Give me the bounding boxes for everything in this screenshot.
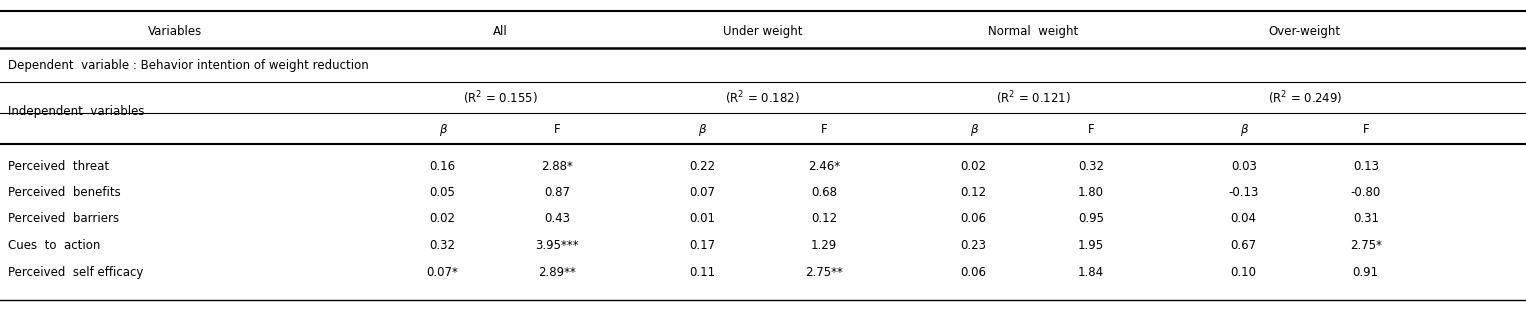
- Text: 1.95: 1.95: [1077, 239, 1105, 252]
- Text: F: F: [1363, 123, 1369, 136]
- Text: 0.87: 0.87: [543, 186, 571, 199]
- Text: 0.23: 0.23: [960, 239, 987, 252]
- Text: 0.05: 0.05: [430, 186, 455, 199]
- Text: 0.32: 0.32: [429, 239, 456, 252]
- Text: 2.88*: 2.88*: [542, 160, 572, 173]
- Text: 0.67: 0.67: [1230, 239, 1257, 252]
- Text: 2.75*: 2.75*: [1351, 239, 1381, 252]
- Text: 0.02: 0.02: [429, 212, 456, 226]
- Text: Independent  variables: Independent variables: [8, 105, 143, 117]
- Text: 0.32: 0.32: [1077, 160, 1105, 173]
- Text: 0.06: 0.06: [960, 266, 987, 279]
- Text: 0.03: 0.03: [1231, 160, 1256, 173]
- Text: Perceived  threat: Perceived threat: [8, 160, 108, 173]
- Text: 2.75**: 2.75**: [806, 266, 842, 279]
- Text: β: β: [971, 123, 977, 136]
- Text: (R$^2$ = 0.155): (R$^2$ = 0.155): [462, 90, 539, 107]
- Text: 2.89**: 2.89**: [539, 266, 575, 279]
- Text: 0.22: 0.22: [688, 160, 716, 173]
- Text: 0.10: 0.10: [1230, 266, 1257, 279]
- Text: Perceived  self efficacy: Perceived self efficacy: [8, 266, 143, 279]
- Text: 0.13: 0.13: [1352, 160, 1380, 173]
- Text: 1.84: 1.84: [1077, 266, 1105, 279]
- Text: 0.04: 0.04: [1230, 212, 1257, 226]
- Text: 0.16: 0.16: [429, 160, 456, 173]
- Text: Cues  to  action: Cues to action: [8, 239, 101, 252]
- Text: 0.01: 0.01: [688, 212, 716, 226]
- Text: F: F: [821, 123, 827, 136]
- Text: 3.95***: 3.95***: [536, 239, 578, 252]
- Text: Under weight: Under weight: [723, 25, 803, 38]
- Text: β: β: [1241, 123, 1247, 136]
- Text: Variables: Variables: [148, 25, 203, 38]
- Text: β: β: [699, 123, 705, 136]
- Text: 0.43: 0.43: [543, 212, 571, 226]
- Text: F: F: [554, 123, 560, 136]
- Text: 0.07: 0.07: [688, 186, 716, 199]
- Text: Over-weight: Over-weight: [1268, 25, 1341, 38]
- Text: -0.13: -0.13: [1228, 186, 1259, 199]
- Text: Perceived  benefits: Perceived benefits: [8, 186, 121, 199]
- Text: -0.80: -0.80: [1351, 186, 1381, 199]
- Text: β: β: [439, 123, 446, 136]
- Text: 0.06: 0.06: [960, 212, 987, 226]
- Text: 0.95: 0.95: [1077, 212, 1105, 226]
- Text: 0.17: 0.17: [688, 239, 716, 252]
- Text: 0.12: 0.12: [810, 212, 838, 226]
- Text: 0.91: 0.91: [1352, 266, 1380, 279]
- Text: 0.02: 0.02: [960, 160, 987, 173]
- Text: (R$^2$ = 0.121): (R$^2$ = 0.121): [995, 90, 1071, 107]
- Text: (R$^2$ = 0.249): (R$^2$ = 0.249): [1268, 90, 1341, 107]
- Text: Dependent  variable : Behavior intention of weight reduction: Dependent variable : Behavior intention …: [8, 59, 368, 72]
- Text: (R$^2$ = 0.182): (R$^2$ = 0.182): [725, 90, 801, 107]
- Text: Perceived  barriers: Perceived barriers: [8, 212, 119, 226]
- Text: 0.31: 0.31: [1352, 212, 1380, 226]
- Text: 0.68: 0.68: [810, 186, 838, 199]
- Text: F: F: [1088, 123, 1094, 136]
- Text: Normal  weight: Normal weight: [987, 25, 1079, 38]
- Text: 1.80: 1.80: [1077, 186, 1105, 199]
- Text: All: All: [493, 25, 508, 38]
- Text: 0.07*: 0.07*: [427, 266, 458, 279]
- Text: 0.12: 0.12: [960, 186, 987, 199]
- Text: 2.46*: 2.46*: [807, 160, 841, 173]
- Text: 0.11: 0.11: [688, 266, 716, 279]
- Text: 1.29: 1.29: [810, 239, 838, 252]
